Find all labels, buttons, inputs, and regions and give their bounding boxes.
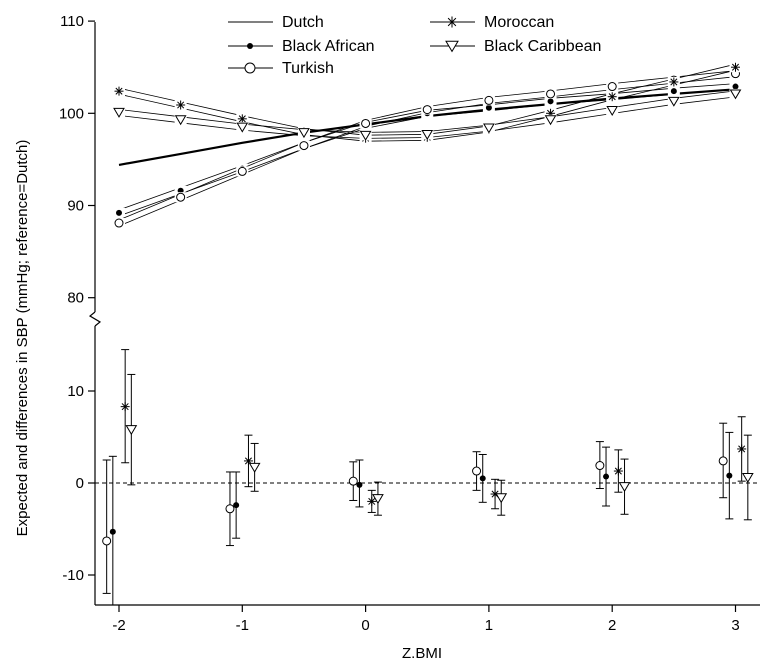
point-turkish-5 (422, 105, 432, 115)
point-turkish-3 (299, 141, 309, 151)
point-moroccan-2 (237, 114, 247, 124)
legend-item-turkish: Turkish (228, 60, 334, 77)
point-black-caribbean-9 (667, 96, 680, 107)
estimate-black-caribbean-5 (741, 472, 754, 483)
series-layer (102, 62, 754, 605)
estimate-black-caribbean-3 (495, 493, 508, 504)
point-black-caribbean-7 (544, 115, 557, 126)
x-tick-label-3: 3 (731, 617, 739, 634)
lower-series-black-caribbean (125, 373, 754, 521)
legend-item-moroccan: Moroccan (430, 14, 554, 31)
y-tick-label-110: 110 (60, 13, 84, 30)
point-black-caribbean-3 (298, 128, 310, 139)
estimate-black-caribbean-4 (618, 482, 631, 493)
point-moroccan-10 (731, 62, 740, 72)
upper-line-dutch (118, 88, 736, 166)
estimate-black-african-4 (603, 473, 610, 480)
upper-line-moroccan-a (118, 63, 736, 136)
x-tick-label-1: 1 (485, 617, 493, 634)
x-axis-label: Z.BMI (402, 645, 442, 662)
point-moroccan-9 (669, 77, 679, 87)
point-black-caribbean-5 (421, 130, 434, 140)
estimate-moroccan-4 (613, 466, 623, 476)
upper-series-dutch (118, 88, 736, 166)
legend-item-black-african: Black African (228, 38, 374, 55)
legend: Dutch Black African Turkish Moroccan Black C… (228, 14, 601, 77)
point-moroccan-0 (114, 86, 124, 96)
point-black-caribbean-1 (174, 115, 187, 126)
legend-marker-moroccan (446, 16, 458, 28)
y-tick-label-lower-0: 0 (76, 475, 84, 492)
estimate-moroccan-0 (120, 402, 130, 412)
estimate-moroccan-2 (367, 496, 377, 506)
point-black-caribbean-6 (483, 123, 495, 134)
upper-line-turkish-a (118, 70, 736, 221)
estimate-black-caribbean-0 (125, 425, 138, 436)
lower-series-moroccan (120, 349, 747, 513)
point-moroccan-8 (607, 92, 617, 102)
estimate-turkish-4 (595, 461, 605, 471)
y-tick-label-lower-10: 10 (67, 383, 84, 400)
estimate-turkish-2 (348, 476, 358, 486)
legend-label-black-caribbean: Black Caribbean (484, 38, 601, 55)
point-turkish-4 (361, 118, 371, 128)
estimate-black-caribbean-1 (248, 462, 261, 473)
point-turkish-6 (484, 95, 494, 105)
point-black-african-0 (116, 209, 122, 216)
estimate-black-african-2 (356, 481, 363, 488)
estimate-black-caribbean-2 (372, 494, 384, 505)
lower-series-turkish (102, 422, 728, 594)
point-black-caribbean-0 (113, 107, 125, 118)
legend-label-dutch: Dutch (282, 14, 324, 31)
y-tick-label-lower--10: -10 (62, 567, 84, 584)
point-turkish-1 (176, 192, 186, 202)
x-tick-label--1: -1 (236, 617, 249, 634)
x-tick-label--2: -2 (112, 617, 125, 634)
estimate-black-african-3 (479, 475, 486, 482)
point-black-caribbean-10 (729, 89, 742, 100)
point-black-african-9 (670, 88, 677, 95)
point-turkish-0 (114, 218, 124, 228)
point-turkish-8 (607, 82, 617, 92)
point-black-african-10 (732, 83, 739, 90)
legend-item-black-caribbean: Black Caribbean (430, 38, 601, 55)
lower-series-black-african (108, 431, 734, 605)
legend-label-turkish: Turkish (282, 60, 334, 77)
point-black-caribbean-2 (236, 122, 249, 133)
y-axis-break (88, 311, 102, 327)
x-tick-label-0: 0 (361, 617, 369, 634)
estimate-black-african-1 (233, 502, 240, 509)
estimate-turkish-0 (102, 536, 112, 546)
legend-label-black-african: Black African (282, 38, 374, 55)
x-tick-label-2: 2 (608, 617, 616, 634)
upper-series-black-caribbean (113, 88, 742, 141)
legend-item-dutch: Dutch (228, 14, 324, 31)
estimate-moroccan-5 (737, 444, 747, 454)
estimate-black-african-5 (726, 472, 733, 479)
upper-line-turkish-b (118, 76, 736, 227)
point-black-caribbean-8 (606, 106, 619, 117)
legend-marker-black-caribbean (445, 40, 459, 53)
point-black-african-6 (485, 104, 492, 111)
y-tick-label-90: 90 (67, 198, 84, 215)
point-black-african-7 (547, 98, 554, 105)
legend-label-moroccan: Moroccan (484, 14, 554, 31)
estimate-turkish-1 (225, 504, 235, 514)
point-black-caribbean-4 (359, 130, 372, 141)
legend-marker-turkish (244, 62, 256, 74)
legend-marker-black-african (247, 43, 253, 49)
estimate-black-african-0 (109, 528, 116, 535)
estimate-turkish-3 (472, 466, 482, 476)
y-tick-label-100: 100 (59, 105, 84, 122)
point-turkish-2 (237, 166, 247, 176)
estimate-turkish-5 (718, 456, 728, 466)
y-tick-label-80: 80 (67, 290, 84, 307)
point-turkish-7 (546, 89, 556, 99)
point-moroccan-1 (176, 100, 186, 110)
y-axis-label: Expected and differences in SBP (mmHg; r… (14, 140, 31, 537)
